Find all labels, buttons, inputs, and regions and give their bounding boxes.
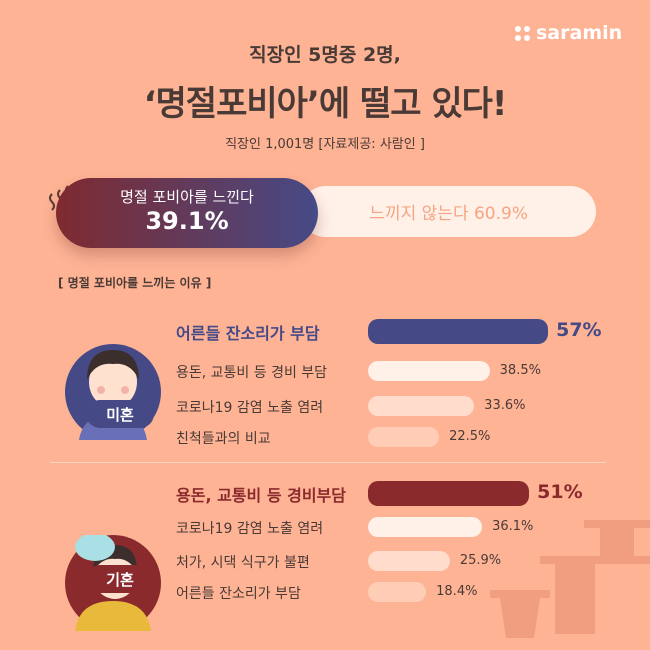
bar-category-label: 코로나19 감염 노출 염려	[176, 521, 324, 537]
page-title: ‘명절포비아’에 떨고 있다!	[143, 84, 508, 124]
logo-text: saramin	[536, 22, 623, 44]
bar-category-label: 어른들 잔소리가 부담	[176, 586, 301, 602]
logo-dots-icon	[515, 25, 530, 41]
bar	[368, 318, 549, 344]
bar-value-label: 36.1%	[492, 519, 534, 534]
section-title: [ 명절 포비아를 느끼는 이유 ]	[58, 276, 212, 290]
bar-value-label: 57%	[556, 319, 602, 341]
bar	[368, 551, 450, 571]
not-feel-pill: 느끼지 않는다 60.9%	[300, 186, 596, 237]
bar	[368, 427, 440, 447]
group-badge-single: 미혼	[86, 400, 154, 428]
bar	[368, 582, 427, 602]
table-decoration-icon	[490, 520, 650, 638]
bar	[368, 396, 475, 416]
bar	[368, 480, 530, 506]
bar-category-label: 어른들 잔소리가 부담	[176, 324, 320, 343]
saramin-logo: saramin	[515, 22, 622, 44]
bar	[368, 361, 490, 381]
bar-value-label: 38.5%	[499, 363, 541, 378]
bar-value-label: 25.9%	[459, 553, 502, 568]
bar-value-label: 33.6%	[484, 398, 526, 413]
bar-value-label: 18.4%	[436, 584, 478, 599]
bar	[368, 517, 483, 537]
bar-category-label: 코로나19 감염 노출 염려	[176, 400, 324, 416]
source-note: 직장인 1,001명 [자료제공: 사람인 ]	[225, 137, 425, 152]
feel-value: 39.1%	[145, 207, 229, 235]
bar-value-label: 51%	[537, 481, 583, 503]
bar-category-label: 용돈, 교통비 등 경비부담	[176, 486, 346, 505]
not-feel-label: 느끼지 않는다 60.9%	[369, 204, 528, 224]
feel-label: 명절 포비아를 느낀다	[120, 188, 254, 206]
feel-pill: 명절 포비아를 느낀다 39.1%	[56, 178, 318, 248]
bar-value-label: 22.5%	[449, 429, 491, 444]
bar-category-label: 처가, 시댁 식구가 불편	[176, 555, 310, 571]
bar-category-label: 친척들과의 비교	[176, 431, 271, 447]
subtitle: 직장인 5명중 2명,	[249, 44, 401, 66]
group-badge-married: 기혼	[86, 565, 154, 593]
divider	[50, 462, 606, 463]
bar-category-label: 용돈, 교통비 등 경비 부담	[176, 365, 328, 381]
